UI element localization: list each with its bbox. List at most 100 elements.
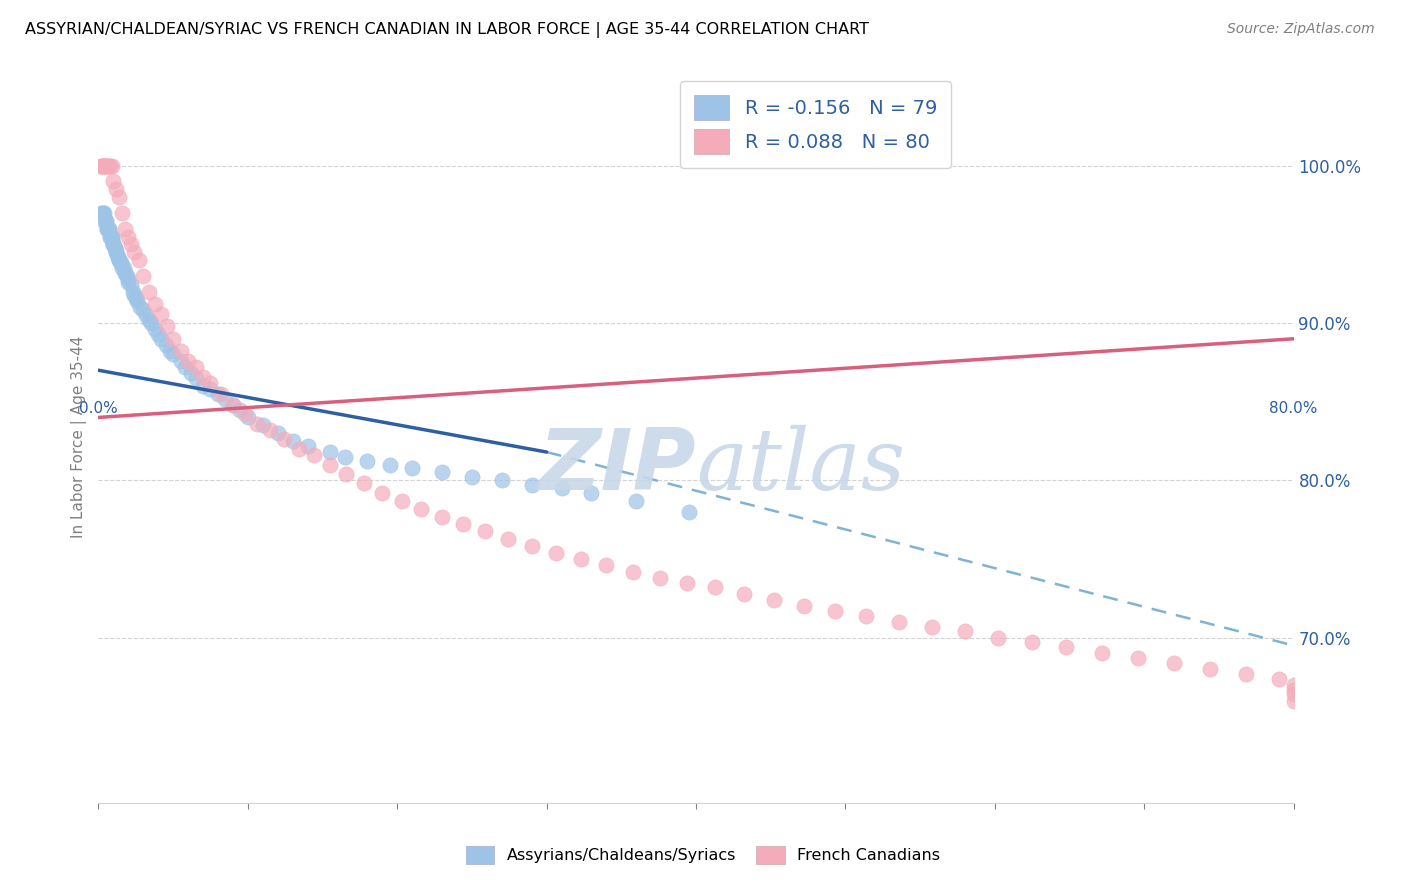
- Point: [267, 426, 290, 441]
- Point: [98, 229, 122, 244]
- Point: [1091, 646, 1114, 660]
- Text: 80.0%: 80.0%: [1270, 401, 1317, 416]
- Point: [569, 552, 592, 566]
- Point: [114, 266, 136, 280]
- Point: [371, 486, 394, 500]
- Point: [114, 266, 136, 280]
- Point: [207, 387, 229, 401]
- Point: [104, 241, 127, 255]
- Point: [139, 316, 162, 330]
- Point: [430, 466, 453, 480]
- Point: [335, 467, 357, 481]
- Point: [1282, 678, 1305, 692]
- Point: [333, 450, 356, 464]
- Point: [184, 360, 207, 375]
- Point: [150, 307, 173, 321]
- Point: [94, 159, 117, 173]
- Point: [124, 245, 146, 260]
- Point: [107, 250, 129, 264]
- Point: [117, 275, 139, 289]
- Point: [191, 369, 214, 384]
- Point: [117, 229, 139, 244]
- Point: [581, 486, 603, 500]
- Point: [762, 593, 785, 607]
- Point: [1056, 640, 1078, 654]
- Point: [98, 159, 122, 173]
- Point: [626, 493, 648, 508]
- Point: [101, 159, 124, 173]
- Point: [704, 580, 727, 594]
- Point: [132, 268, 155, 283]
- Point: [259, 423, 281, 437]
- Text: ASSYRIAN/CHALDEAN/SYRIAC VS FRENCH CANADIAN IN LABOR FORCE | AGE 35-44 CORRELATI: ASSYRIAN/CHALDEAN/SYRIAC VS FRENCH CANAD…: [25, 22, 869, 38]
- Point: [169, 344, 191, 359]
- Point: [112, 260, 135, 275]
- Point: [1234, 666, 1257, 681]
- Point: [1128, 651, 1150, 665]
- Point: [200, 376, 222, 390]
- Point: [135, 308, 157, 322]
- Point: [156, 319, 179, 334]
- Point: [96, 159, 118, 173]
- Point: [103, 237, 125, 252]
- Point: [93, 214, 115, 228]
- Point: [474, 524, 496, 538]
- Point: [169, 353, 191, 368]
- Point: [94, 214, 117, 228]
- Point: [356, 454, 378, 468]
- Point: [97, 159, 120, 173]
- Point: [127, 293, 149, 308]
- Point: [105, 245, 128, 260]
- Point: [96, 221, 118, 235]
- Point: [236, 410, 259, 425]
- Point: [93, 206, 115, 220]
- Point: [233, 407, 256, 421]
- Point: [91, 206, 114, 220]
- Point: [676, 575, 699, 590]
- Point: [222, 398, 245, 412]
- Point: [302, 448, 325, 462]
- Point: [125, 291, 148, 305]
- Point: [138, 313, 160, 327]
- Point: [90, 159, 112, 173]
- Point: [120, 237, 142, 252]
- Point: [184, 371, 207, 385]
- Point: [430, 509, 453, 524]
- Point: [148, 326, 170, 341]
- Point: [162, 332, 184, 346]
- Point: [461, 470, 484, 484]
- Point: [103, 174, 125, 188]
- Point: [159, 344, 181, 359]
- Point: [214, 392, 236, 406]
- Point: [793, 599, 815, 614]
- Point: [155, 338, 177, 352]
- Point: [1199, 662, 1222, 676]
- Point: [120, 278, 142, 293]
- Point: [108, 190, 131, 204]
- Point: [117, 272, 139, 286]
- Point: [93, 159, 115, 173]
- Point: [174, 360, 197, 375]
- Point: [733, 586, 755, 600]
- Point: [273, 433, 295, 447]
- Point: [229, 402, 252, 417]
- Point: [111, 206, 134, 220]
- Point: [496, 532, 519, 546]
- Point: [987, 631, 1010, 645]
- Point: [491, 473, 513, 487]
- Point: [110, 256, 132, 270]
- Point: [544, 546, 567, 560]
- Point: [97, 221, 120, 235]
- Point: [411, 501, 433, 516]
- Point: [101, 229, 124, 244]
- Point: [94, 214, 117, 228]
- Point: [650, 571, 672, 585]
- Point: [129, 301, 152, 315]
- Point: [824, 604, 846, 618]
- Point: [297, 439, 319, 453]
- Point: [200, 382, 222, 396]
- Point: [180, 367, 202, 381]
- Point: [124, 287, 146, 301]
- Point: [90, 159, 112, 173]
- Point: [281, 434, 304, 448]
